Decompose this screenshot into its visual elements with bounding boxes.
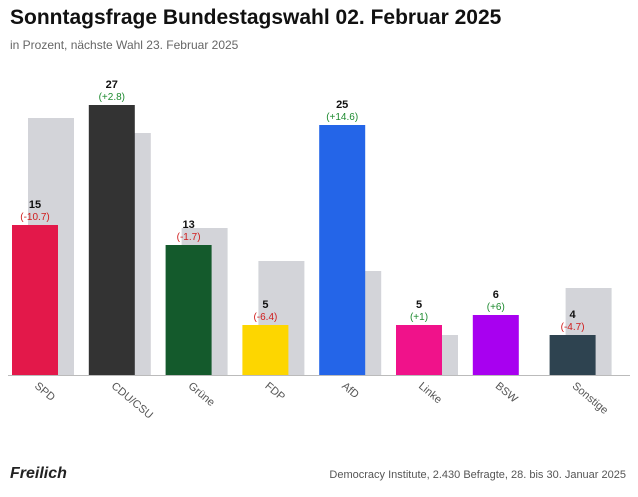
tick-label-spd: SPD: [32, 380, 57, 404]
tick-label-bsw: BSW: [493, 380, 520, 406]
value-label-gr-ne: 13: [182, 219, 194, 231]
chart-title: Sonntagsfrage Bundestagswahl 02. Februar…: [10, 6, 502, 29]
change-label-afd: (+14.6): [326, 112, 358, 123]
tick-label-sonstige: Sonstige: [570, 380, 611, 417]
value-label-sonstige: 4: [570, 309, 577, 321]
change-label-linke: (+1): [410, 312, 428, 323]
tick-label-gr-ne: Grüne: [186, 380, 217, 409]
bar-afd: [319, 125, 366, 375]
value-label-bsw: 6: [493, 289, 499, 301]
bar-bsw: [472, 315, 519, 375]
bar-cdu-csu: [88, 105, 135, 375]
bar-gr-ne: [165, 245, 212, 375]
bar-fdp: [242, 325, 289, 375]
tick-label-afd: AfD: [339, 380, 361, 401]
bar-linke: [396, 325, 442, 375]
value-label-spd: 15: [29, 199, 41, 211]
bar-sonstige: [549, 335, 596, 375]
tick-label-fdp: FDP: [262, 380, 287, 403]
change-label-cdu-csu: (+2.8): [99, 92, 125, 103]
bar-chart: 15(-10.7) SPD 27(+2.8) CDU/CSU 13(-1.7) Grüne…: [8, 79, 630, 422]
tick-label-cdu-csu: CDU/CSU: [109, 380, 155, 421]
chart-subtitle: in Prozent, nächste Wahl 23. Februar 202…: [10, 38, 239, 52]
change-label-fdp: (-6.4): [253, 312, 277, 323]
change-label-gr-ne: (-1.7): [177, 232, 201, 243]
change-label-spd: (-10.7): [20, 212, 49, 223]
brand-logo: Freilich: [10, 465, 67, 482]
bar-spd: [12, 225, 58, 375]
value-label-cdu-csu: 27: [106, 79, 118, 91]
change-label-bsw: (+6): [487, 302, 505, 313]
value-label-afd: 25: [336, 99, 348, 111]
tick-label-linke: Linke: [416, 380, 444, 406]
value-label-fdp: 5: [262, 299, 268, 311]
change-label-sonstige: (-4.7): [561, 322, 585, 333]
source-note: Democracy Institute, 2.430 Befragte, 28.…: [329, 469, 626, 481]
value-label-linke: 5: [416, 299, 422, 311]
